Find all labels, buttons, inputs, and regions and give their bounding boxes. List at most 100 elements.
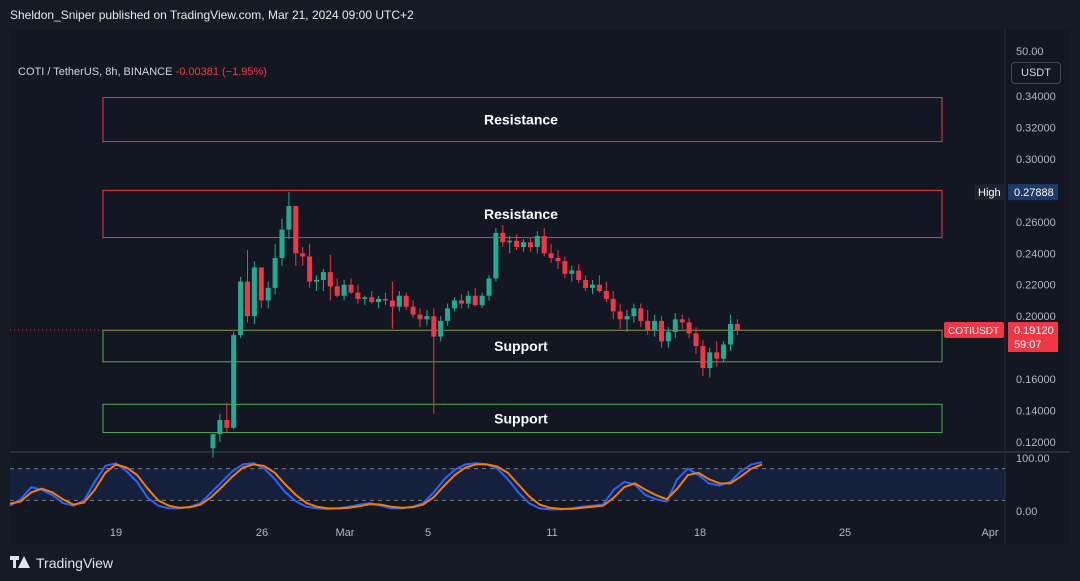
oscillator-axis-tick: 0.00 <box>1016 506 1037 518</box>
candle-up <box>265 287 271 301</box>
price-change: -0.00381 (−1.95%) <box>175 66 267 78</box>
oscillator-axis-tick: 100.00 <box>1016 453 1050 465</box>
candle-up <box>286 206 292 230</box>
price-axis-tick: 0.22000 <box>1016 280 1056 292</box>
time-axis-tick: 5 <box>425 527 431 539</box>
candle-up <box>507 240 513 243</box>
candle-up <box>362 297 368 299</box>
candle-up <box>272 257 278 288</box>
candle-up <box>238 281 244 336</box>
price-axis-tick: 0.30000 <box>1016 154 1056 166</box>
high-label: High <box>978 187 1001 199</box>
candle-up <box>396 295 402 307</box>
candle-up <box>279 229 285 258</box>
candle-down <box>369 297 375 303</box>
high-value: 0.27888 <box>1014 187 1054 199</box>
candle-down <box>327 272 333 287</box>
candle-down <box>734 324 740 331</box>
resistance-zone-label: Resistance <box>484 206 558 222</box>
candle-down <box>714 352 720 359</box>
price-axis-tick: 0.20000 <box>1016 311 1056 323</box>
resistance-zone-label: Resistance <box>484 112 558 128</box>
candle-down <box>541 235 547 254</box>
candle-up <box>452 300 457 309</box>
candle-down <box>638 308 644 321</box>
candle-up <box>652 320 658 331</box>
candle-down <box>307 256 313 282</box>
candle-down <box>555 257 561 262</box>
stoch-k-line <box>9 461 763 511</box>
candle-down <box>472 295 478 306</box>
brand-name: TradingView <box>36 555 114 571</box>
ticker-label-bg <box>944 322 1004 339</box>
resistance-zone <box>102 189 943 239</box>
symbol-legend[interactable]: COTI / TetherUS, 8h, BINANCE -0.00381 (−… <box>18 66 267 78</box>
published-line: Sheldon_Sniper published on TradingView.… <box>10 8 414 22</box>
candle-up <box>217 419 223 435</box>
candle-up <box>424 316 430 320</box>
time-axis-tick: 19 <box>110 527 122 539</box>
candle-down <box>293 206 299 254</box>
candle-up <box>590 284 595 288</box>
candle-down <box>596 284 602 292</box>
candle-up <box>376 298 382 303</box>
candle-down <box>562 261 568 274</box>
candle-up <box>665 331 671 342</box>
candle-up <box>707 352 713 369</box>
candle-down <box>659 320 664 342</box>
symbol-title: COTI / TetherUS, 8h, BINANCE <box>18 66 173 78</box>
candle-down <box>679 319 685 323</box>
candle-down <box>610 298 616 312</box>
candle-up <box>728 324 733 345</box>
price-axis-tick: 0.24000 <box>1016 248 1056 260</box>
price-axis-tick: 0.16000 <box>1016 374 1056 386</box>
candle-up <box>631 308 637 317</box>
candle-up <box>624 316 630 320</box>
candle-down <box>700 346 706 369</box>
candle-up <box>486 278 492 296</box>
candle-down <box>527 242 533 247</box>
candle-up <box>569 270 575 274</box>
candle-up <box>231 335 237 428</box>
high-value-bg <box>1008 184 1058 201</box>
time-axis-tick: Apr <box>981 527 998 539</box>
candle-down <box>645 320 651 331</box>
chart-frame[interactable] <box>10 30 1070 545</box>
currency-button[interactable]: USDT <box>1011 62 1061 84</box>
candle-down <box>686 322 692 334</box>
tradingview-logo-icon <box>10 556 30 570</box>
price-axis-tick: 0.34000 <box>1016 91 1056 103</box>
candle-down <box>458 300 464 304</box>
price-axis-tick: 0.26000 <box>1016 217 1056 229</box>
candle-down <box>245 281 250 317</box>
candle-down <box>403 295 409 307</box>
candle-down <box>389 300 395 307</box>
price-axis-top-value: 50.00 <box>1016 46 1044 58</box>
candle-down <box>355 292 361 299</box>
candle-down <box>348 284 354 293</box>
candle-down <box>603 291 609 299</box>
candle-up <box>672 319 678 332</box>
tradingview-logo[interactable]: TradingView <box>10 555 113 571</box>
candle-down <box>583 280 589 288</box>
candle-down <box>258 267 264 301</box>
ticker-label: COTIUSDT <box>948 326 999 337</box>
candle-up <box>320 272 326 281</box>
time-axis-tick: 26 <box>256 527 268 539</box>
candle-down <box>300 253 306 257</box>
candle-up <box>534 235 540 247</box>
support-zone-label: Support <box>494 410 548 426</box>
candle-up <box>465 295 471 304</box>
last-price-bg <box>1008 322 1058 353</box>
time-axis-tick: 25 <box>839 527 851 539</box>
time-axis-tick: Mar <box>336 527 355 539</box>
countdown: 59:07 <box>1014 339 1042 351</box>
candle-up <box>445 308 451 321</box>
candle-up <box>493 232 499 279</box>
candle-up <box>341 284 347 296</box>
candle-down <box>514 240 520 247</box>
price-axis-tick: 0.14000 <box>1016 406 1056 418</box>
footer: TradingView <box>0 545 1080 581</box>
last-price: 0.19120 <box>1014 325 1054 337</box>
